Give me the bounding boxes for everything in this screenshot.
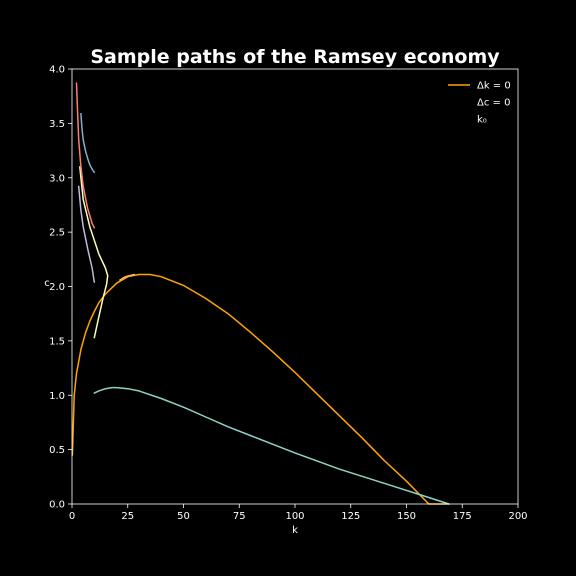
plot-frame bbox=[71, 68, 519, 505]
y-tick-label: 1.0 bbox=[49, 391, 65, 402]
y-tick-label: 3.0 bbox=[49, 173, 65, 184]
x-tick-label: 100 bbox=[285, 511, 304, 522]
y-tick-label: 1.5 bbox=[49, 336, 65, 347]
y-tick-label: 3.5 bbox=[49, 119, 65, 130]
x-tick-label: 0 bbox=[69, 511, 75, 522]
y-tick-label: 2.0 bbox=[49, 282, 65, 293]
x-tick-label: 175 bbox=[453, 511, 472, 522]
legend-label: Δc = 0 bbox=[477, 98, 510, 109]
x-axis-label: k bbox=[292, 525, 298, 536]
y-tick-label: 4.0 bbox=[49, 65, 65, 76]
x-axis: 0 25 50 75 100 125 150 175 200 bbox=[69, 504, 528, 522]
legend-label: k₀ bbox=[477, 115, 487, 126]
chart-title: Sample paths of the Ramsey economy bbox=[90, 46, 500, 68]
series-layer bbox=[71, 82, 450, 505]
series-line-6 bbox=[119, 273, 136, 281]
series-line-3 bbox=[77, 185, 96, 283]
series-line-5 bbox=[80, 112, 96, 174]
y-tick-label: 0.0 bbox=[49, 500, 65, 511]
x-tick-label: 25 bbox=[121, 511, 134, 522]
series-line-4 bbox=[75, 82, 96, 229]
x-tick-label: 150 bbox=[397, 511, 416, 522]
y-axis: 0.0 0.5 1.0 1.5 2.0 2.5 3.0 3.5 4.0 bbox=[49, 65, 72, 511]
series-line-1 bbox=[93, 386, 450, 505]
y-tick-label: 2.5 bbox=[49, 228, 65, 239]
x-tick-label: 50 bbox=[177, 511, 190, 522]
legend: Δk = 0 Δc = 0 k₀ bbox=[448, 81, 511, 126]
series-line-0 bbox=[71, 273, 450, 505]
y-axis-label: c bbox=[44, 278, 50, 289]
legend-label: Δk = 0 bbox=[477, 81, 511, 92]
series-line-2 bbox=[79, 166, 109, 339]
y-tick-label: 0.5 bbox=[49, 445, 65, 456]
x-tick-label: 75 bbox=[233, 511, 246, 522]
x-tick-label: 125 bbox=[341, 511, 360, 522]
x-tick-label: 200 bbox=[508, 511, 527, 522]
